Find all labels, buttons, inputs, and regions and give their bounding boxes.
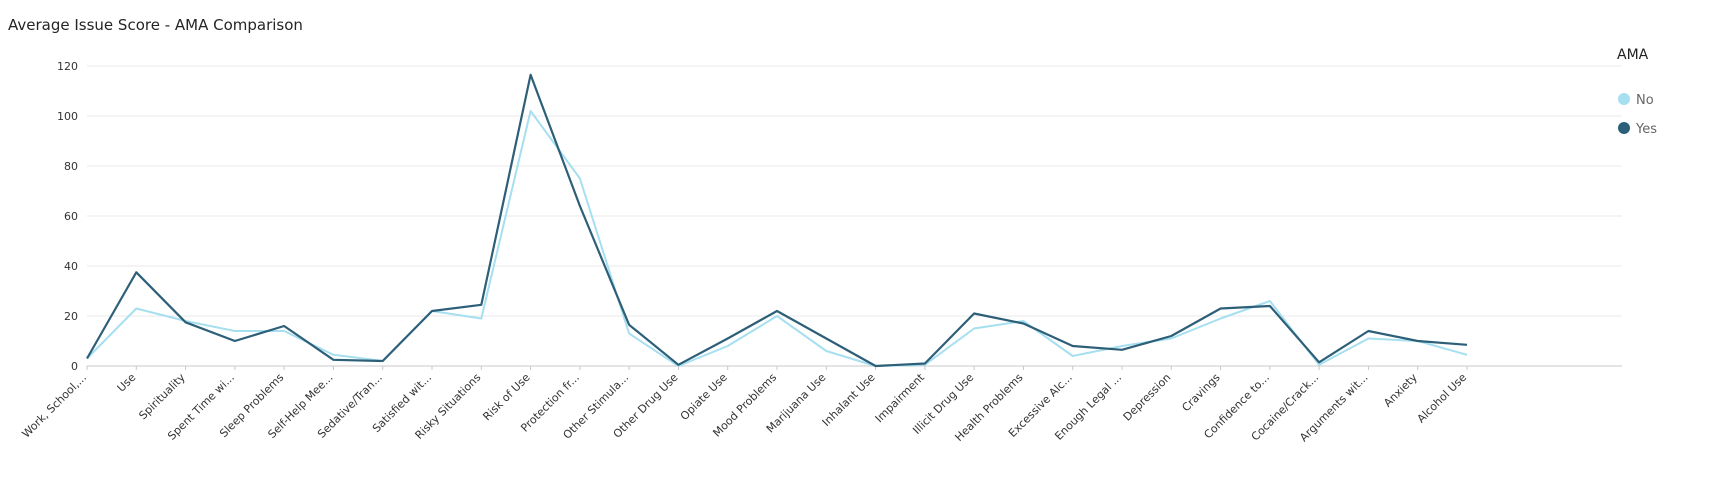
legend-marker-no (1618, 93, 1630, 105)
x-tick-label: Anxiety (1381, 371, 1420, 410)
x-tick-label: Risk of Use (480, 371, 532, 423)
x-tick-label: Use (115, 371, 139, 395)
x-tick-label: Alcohol Use (1415, 371, 1470, 426)
x-tick-label: Spirituality (136, 371, 188, 423)
series-line-no (86, 110, 1468, 367)
x-tick-label: Cravings (1179, 371, 1222, 414)
legend-label-yes: Yes (1635, 122, 1657, 137)
y-tick-label: 0 (71, 360, 78, 373)
x-tick-label: Impairment (873, 370, 928, 425)
x-tick-label: Inhalant Use (820, 371, 878, 429)
legend-marker-yes (1618, 122, 1630, 134)
legend-title: AMA (1617, 47, 1649, 63)
y-tick-label: 80 (64, 160, 78, 173)
x-tick-label: Opiate Use (678, 371, 730, 423)
y-tick-label: 60 (64, 210, 78, 223)
y-tick-label: 100 (57, 110, 78, 123)
y-tick-label: 40 (64, 260, 78, 273)
y-tick-label: 20 (64, 310, 78, 323)
x-tick-label: Work, School,... (20, 371, 90, 441)
x-tick-label: Depression (1121, 371, 1174, 424)
series-line-yes (86, 73, 1468, 368)
legend-label-no: No (1636, 93, 1654, 108)
chart-title: Average Issue Score - AMA Comparison (8, 16, 303, 34)
y-tick-label: 120 (57, 60, 78, 73)
